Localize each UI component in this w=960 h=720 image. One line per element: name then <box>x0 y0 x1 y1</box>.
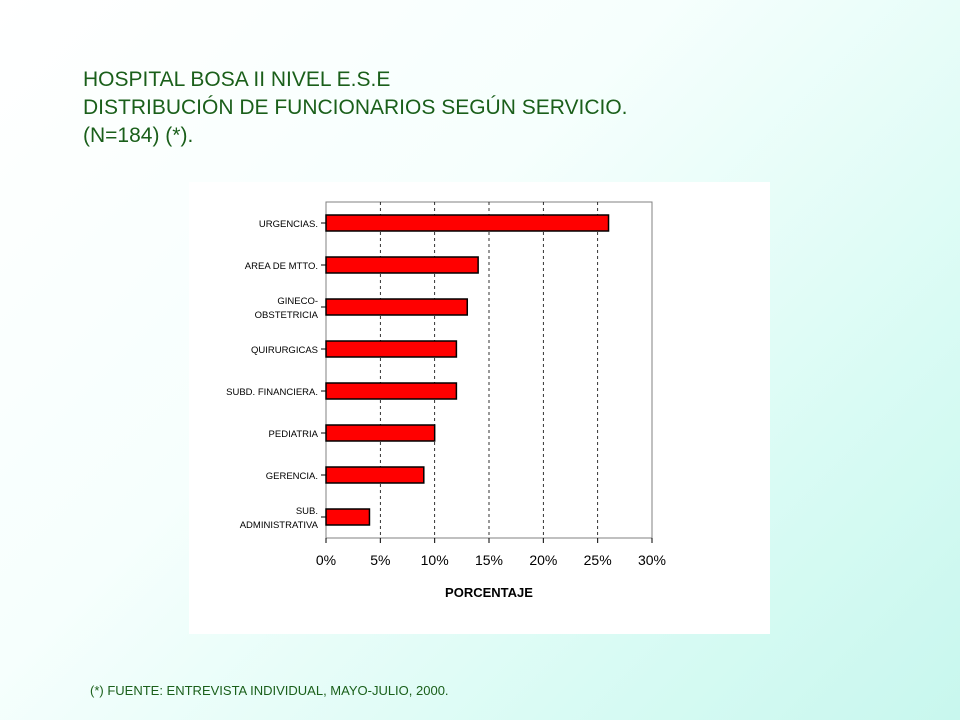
x-tick-label: 30% <box>638 552 666 568</box>
chart-title: HOSPITAL BOSA II NIVEL E.S.E DISTRIBUCIÓ… <box>83 66 628 150</box>
title-line-1: HOSPITAL BOSA II NIVEL E.S.E <box>83 68 391 91</box>
category-label: AREA DE MTTO. <box>245 261 318 272</box>
title-line-3: (N=184) (*). <box>83 124 194 147</box>
x-tick-label: 5% <box>370 552 390 568</box>
bar <box>325 508 371 526</box>
bar <box>325 214 610 232</box>
category-label: URGENCIAS. <box>259 219 318 230</box>
x-tick-label: 20% <box>529 552 557 568</box>
bar <box>325 298 469 316</box>
category-label: QUIRURGICAS <box>251 345 318 356</box>
category-label: GERENCIA. <box>266 471 318 482</box>
bar <box>325 466 425 484</box>
chart-panel: 0% 5% 10% 15% 20% 25% 30% URGENCIAS. AREA DE MTT… <box>189 182 770 634</box>
category-label: SUBD. FINANCIERA. <box>226 387 318 398</box>
bar <box>325 382 458 400</box>
bar <box>325 340 458 358</box>
bar <box>325 256 479 274</box>
category-label: PEDIATRIA <box>269 429 319 440</box>
bar <box>325 424 436 442</box>
x-tick-label: 15% <box>475 552 503 568</box>
bar-chart: 0% 5% 10% 15% 20% 25% 30% URGENCIAS. AREA DE MTT… <box>226 201 666 600</box>
x-axis-label: PORCENTAJE <box>445 585 533 600</box>
category-label: GINECO-OBSTETRICIA <box>255 296 319 321</box>
title-line-2: DISTRIBUCIÓN DE FUNCIONARIOS SEGÚN SERVI… <box>83 96 628 119</box>
x-tick-label: 25% <box>584 552 612 568</box>
source-footnote: (*) FUENTE: ENTREVISTA INDIVIDUAL, MAYO-… <box>90 683 449 698</box>
x-tick-label: 0% <box>316 552 336 568</box>
category-label: SUB. ADMINISTRATIVA <box>240 506 319 531</box>
x-tick-label: 10% <box>421 552 449 568</box>
